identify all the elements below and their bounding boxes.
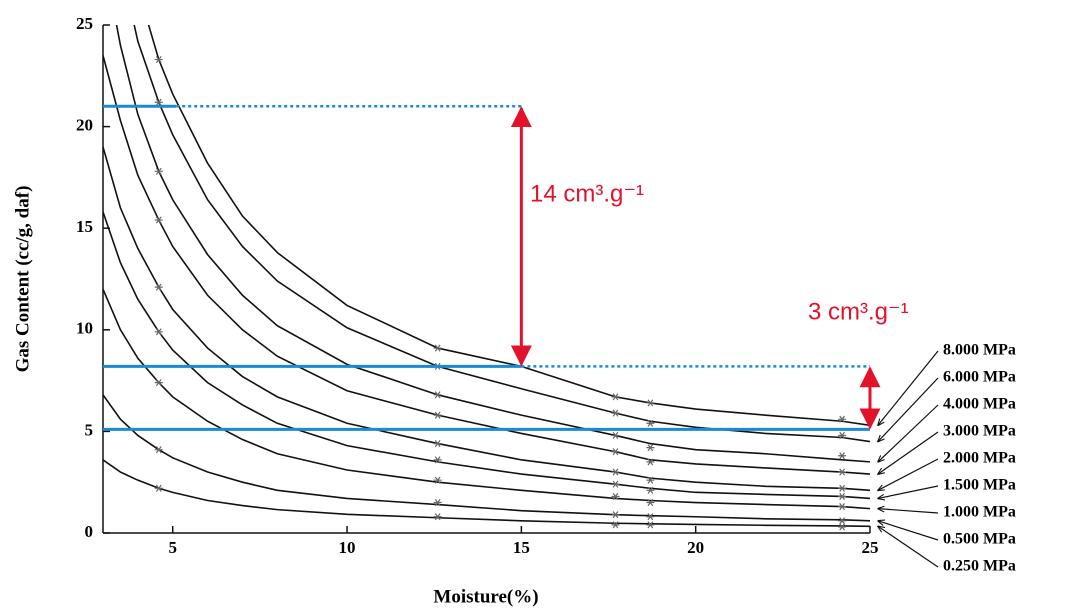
asterisk [646, 513, 655, 521]
asterisk [433, 440, 442, 448]
x-tick-label: 25 [862, 538, 879, 557]
x-tick-label: 10 [339, 538, 356, 557]
asterisk [646, 399, 655, 407]
legend-label: 2.000 MPa [943, 450, 1016, 467]
asterisk [838, 468, 847, 476]
asterisk [433, 411, 442, 419]
asterisk [433, 513, 442, 521]
curve [103, 211, 870, 500]
legend-pointer [878, 521, 939, 541]
legend-pointer [878, 509, 939, 514]
asterisk [154, 55, 163, 64]
asterisk [154, 283, 163, 291]
legend-pointer [878, 485, 939, 498]
asterisk [838, 484, 847, 492]
asterisk [154, 446, 163, 454]
y-axis-label: Gas Content (cc/g, daf) [12, 186, 33, 373]
y-tick-label: 0 [85, 522, 94, 541]
y-tick-label: 10 [76, 319, 93, 338]
asterisk [838, 503, 847, 511]
y-tick-label: 25 [76, 14, 93, 33]
plot-area [103, 25, 870, 528]
asterisk [433, 391, 442, 399]
y-tick-label: 15 [76, 217, 93, 236]
asterisk [154, 167, 163, 175]
legend-pointer [878, 377, 939, 442]
legend-pointer [878, 350, 939, 425]
difference-label: 3 cm³.g⁻¹ [808, 298, 909, 325]
asterisk [611, 511, 620, 519]
legend-pointer [878, 431, 939, 474]
curve [147, 25, 870, 427]
asterisk [646, 486, 655, 494]
asterisk [646, 458, 655, 466]
legend-label: 4.000 MPa [943, 396, 1016, 413]
legend-label: 8.000 MPa [943, 342, 1016, 359]
legend-pointer [878, 458, 939, 490]
legend-label: 1.000 MPa [943, 504, 1016, 521]
curve [103, 146, 870, 492]
y-tick-label: 20 [76, 116, 93, 135]
curve [133, 25, 870, 443]
legend-pointer [878, 404, 939, 462]
asterisk [838, 431, 847, 440]
x-tick-label: 20 [687, 538, 704, 557]
curve [103, 394, 870, 522]
asterisk [646, 419, 655, 427]
asterisk [433, 498, 442, 507]
asterisk [838, 492, 847, 500]
curve [103, 459, 870, 528]
curve [103, 288, 870, 510]
x-tick-label: 15 [513, 538, 530, 557]
legend-label: 0.250 MPa [943, 558, 1016, 575]
asterisk [433, 456, 442, 464]
asterisk [611, 431, 620, 440]
legend-label: 3.000 MPa [943, 423, 1016, 440]
asterisk [646, 444, 655, 452]
curve [103, 55, 870, 475]
asterisk [838, 452, 847, 460]
asterisk [611, 480, 620, 488]
x-axis-label: Moisture(%) [433, 586, 538, 607]
asterisk [838, 523, 847, 531]
asterisk [154, 328, 163, 336]
asterisk [646, 498, 655, 507]
legend-label: 6.000 MPa [943, 369, 1016, 386]
difference-label: 14 cm³.g⁻¹ [530, 180, 644, 207]
asterisk [154, 98, 163, 106]
asterisk [646, 476, 655, 484]
asterisk [646, 521, 655, 529]
asterisk [838, 517, 847, 525]
asterisk [611, 492, 620, 500]
asterisk [433, 476, 442, 484]
asterisk [154, 216, 163, 224]
asterisk [611, 393, 620, 401]
asterisk [611, 448, 620, 456]
asterisk [838, 415, 847, 423]
asterisk [611, 521, 620, 529]
legend-label: 0.500 MPa [943, 531, 1016, 548]
asterisk [433, 344, 442, 352]
legend-label: 1.500 MPa [943, 477, 1016, 494]
y-tick-label: 5 [85, 420, 94, 439]
asterisk [611, 468, 620, 476]
asterisk [154, 379, 163, 387]
legend-pointer [878, 526, 939, 568]
asterisk [154, 484, 163, 492]
x-tick-label: 5 [168, 538, 177, 557]
asterisk [611, 409, 620, 417]
curve [115, 25, 870, 463]
